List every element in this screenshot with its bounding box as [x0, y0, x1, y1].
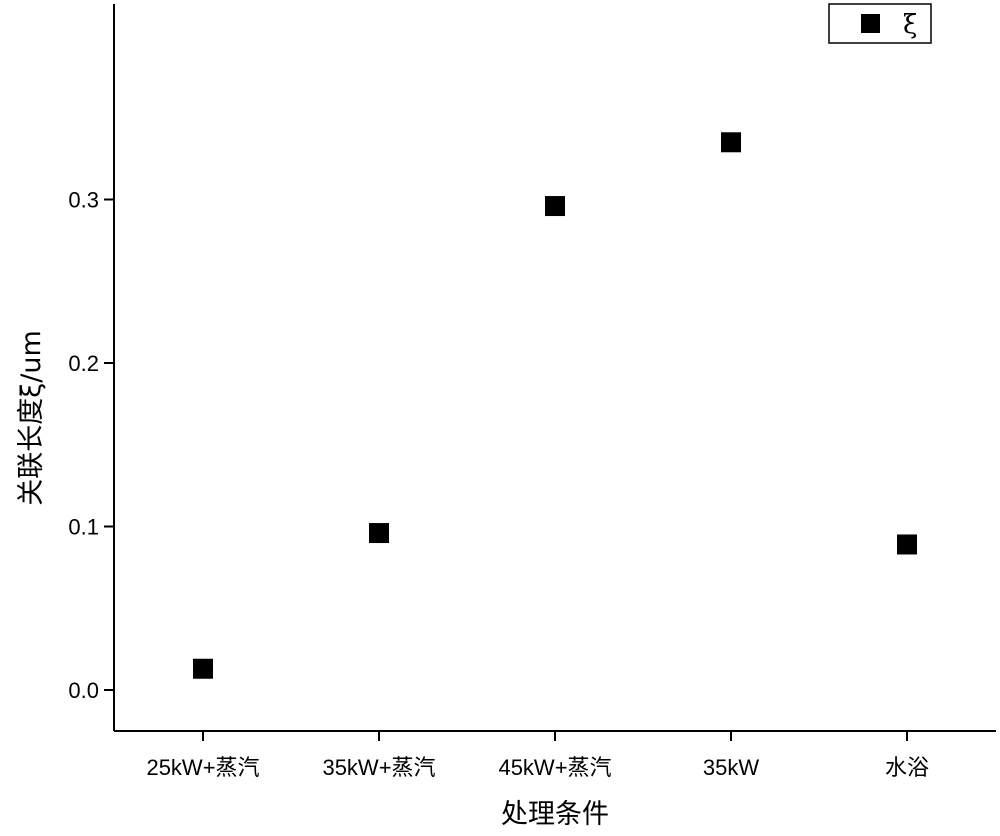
legend-label: ξ: [903, 10, 917, 40]
data-point: [193, 659, 213, 679]
x-ticks: 25kW+蒸汽 35kW+蒸汽 45kW+蒸汽 35kW 水浴: [146, 731, 929, 780]
axes: [114, 4, 996, 731]
data-point: [545, 196, 565, 216]
x-tick-label: 水浴: [885, 755, 929, 780]
x-tick-label: 45kW+蒸汽: [498, 755, 611, 780]
data-point: [369, 523, 389, 543]
x-tick-label: 25kW+蒸汽: [146, 755, 259, 780]
y-ticks: 0.0 0.1 0.2 0.3: [68, 188, 114, 704]
y-tick-label: 0.2: [68, 351, 99, 376]
data-point: [897, 534, 917, 554]
x-tick-label: 35kW+蒸汽: [322, 755, 435, 780]
y-tick-label: 0.0: [68, 678, 99, 703]
legend-marker-square: [861, 14, 880, 33]
x-axis-title: 处理条件: [501, 799, 609, 830]
y-axis-title: 关联长度ξ/um: [16, 330, 47, 506]
data-point: [721, 132, 741, 152]
data-points: [193, 132, 917, 678]
y-tick-label: 0.1: [68, 515, 99, 540]
x-tick-label: 35kW: [703, 755, 759, 780]
y-tick-label: 0.3: [68, 188, 99, 213]
legend: ξ: [829, 4, 931, 43]
